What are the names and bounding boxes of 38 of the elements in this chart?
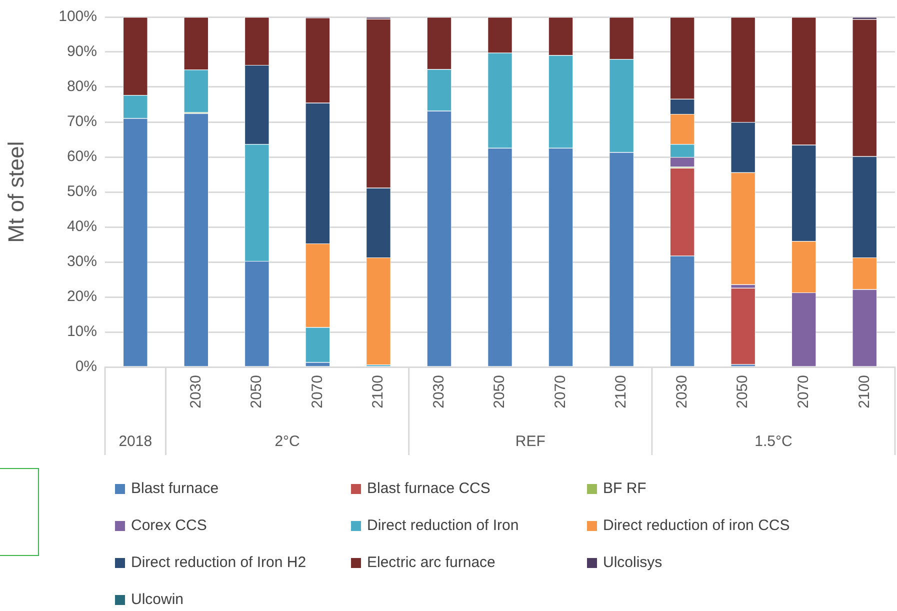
- y-axis-title: Mt of steel: [3, 141, 28, 243]
- legend-label: Blast furnace CCS: [367, 480, 490, 497]
- y-tick-label: 80%: [66, 78, 97, 96]
- y-tick-label: 20%: [66, 288, 97, 306]
- x-tick-label: 2100: [856, 375, 873, 408]
- x-tick-label: 2050: [734, 375, 752, 408]
- legend-label: Ulcolisys: [603, 554, 662, 571]
- y-tick-label: 60%: [66, 148, 97, 166]
- y-tick-label: 90%: [66, 43, 97, 60]
- y-tick-label: 10%: [66, 323, 97, 340]
- x-tick-label: 2030: [430, 375, 448, 408]
- text: 2°C: [274, 433, 300, 450]
- y-tick-label: 50%: [66, 183, 97, 200]
- legend-label: Ulcowin: [131, 591, 184, 608]
- legend-label: Direct reduction of Iron H2: [131, 554, 306, 571]
- x-tick-label: 2030: [187, 375, 204, 408]
- x-tick-label: 2100: [612, 375, 630, 408]
- x-tick-label: 2100: [370, 375, 387, 408]
- legend-label: Corex CCS: [131, 517, 207, 534]
- legend-label: Direct reduction of iron CCS: [603, 517, 790, 534]
- x-tick-label: 2050: [248, 375, 266, 408]
- legend-label: Direct reduction of Iron: [367, 517, 519, 534]
- y-tick-label: 40%: [66, 218, 97, 236]
- x-tick-label: 2030: [673, 375, 690, 408]
- legend-label: BF RF: [603, 480, 646, 497]
- legend-label: Blast furnace: [131, 480, 219, 497]
- x-tick-label: 2050: [491, 375, 508, 408]
- x-tick-label: 2070: [794, 375, 812, 408]
- y-tick-label: 70%: [66, 113, 97, 130]
- text: 2018: [118, 433, 152, 450]
- x-tick-label: 2070: [308, 375, 326, 408]
- legend-label: Electric arc furnace: [367, 554, 496, 571]
- text: REF: [515, 433, 546, 450]
- y-tick-label: 0%: [75, 358, 97, 376]
- y-tick-label: 100%: [58, 8, 97, 26]
- x-tick-label: 2070: [552, 375, 569, 408]
- text: 1.5°C: [754, 433, 792, 450]
- y-tick-label: 30%: [66, 253, 97, 270]
